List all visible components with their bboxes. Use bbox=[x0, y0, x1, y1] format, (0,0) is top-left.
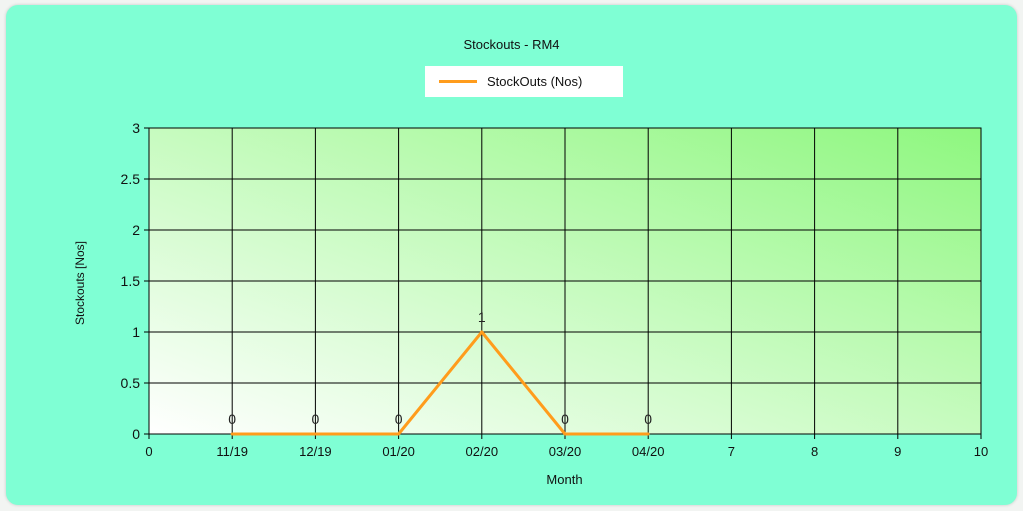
data-point bbox=[397, 432, 401, 436]
x-tick-label: 12/19 bbox=[299, 444, 332, 459]
x-tick-label: 8 bbox=[811, 444, 818, 459]
x-tick-label: 11/19 bbox=[216, 444, 248, 459]
x-tick-label: 03/20 bbox=[549, 444, 582, 459]
series-line bbox=[232, 330, 649, 436]
data-label: 0 bbox=[561, 411, 569, 427]
y-axis-label: Stockouts [Nos] bbox=[73, 240, 87, 326]
x-axis-label: Month bbox=[546, 472, 583, 487]
data-label: 0 bbox=[644, 411, 652, 427]
data-label: 0 bbox=[312, 411, 320, 427]
y-tick-label: 3 bbox=[132, 120, 140, 136]
y-tick-label: 2 bbox=[132, 222, 140, 238]
x-tick-label: 0 bbox=[145, 444, 152, 459]
data-point bbox=[646, 432, 650, 436]
y-tick-label: 2.5 bbox=[121, 171, 141, 187]
x-tick-label: 02/20 bbox=[466, 444, 499, 459]
data-label: 1 bbox=[478, 309, 486, 325]
y-tick-label: 0.5 bbox=[121, 375, 141, 391]
x-tick-label: 10 bbox=[974, 444, 988, 459]
y-tick-label: 0 bbox=[132, 426, 140, 442]
legend-swatch bbox=[439, 80, 477, 83]
data-point bbox=[563, 432, 567, 436]
x-tick-label: 7 bbox=[728, 444, 735, 459]
chart-legend: StockOuts (Nos) bbox=[425, 66, 623, 97]
data-label: 0 bbox=[228, 411, 236, 427]
axis-ticks: 0 11/19 12/19 01/20 02/20 03/20 04/20 7 8 9 1000.5… bbox=[121, 120, 989, 459]
data-point bbox=[230, 432, 234, 436]
y-tick-label: 1 bbox=[132, 324, 140, 340]
data-point bbox=[480, 330, 484, 334]
chart-title: Stockouts - RM4 bbox=[463, 37, 560, 52]
x-tick-label: 9 bbox=[894, 444, 901, 459]
x-tick-label: 01/20 bbox=[382, 444, 415, 459]
data-label: 0 bbox=[395, 411, 403, 427]
data-point bbox=[313, 432, 317, 436]
x-tick-label: 04/20 bbox=[632, 444, 665, 459]
series-layer: 0 0 0 1 0 0 bbox=[228, 309, 652, 436]
legend-label: StockOuts (Nos) bbox=[487, 74, 583, 89]
y-tick-label: 1.5 bbox=[121, 273, 141, 289]
